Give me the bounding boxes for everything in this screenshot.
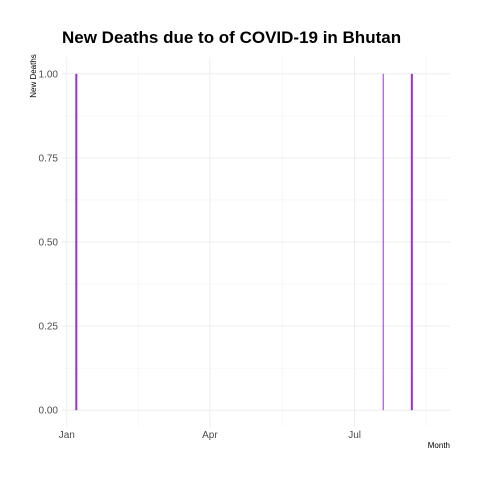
bars [75, 73, 413, 411]
bar [410, 73, 413, 411]
y-tick-label: 1.00 [39, 69, 59, 80]
x-axis-ticks: Jan Apr Jul [59, 430, 361, 441]
y-axis-label: New Deaths [29, 54, 38, 98]
x-tick-label: Jul [348, 430, 361, 441]
y-tick-label: 0.75 [39, 153, 59, 164]
x-axis-label: Month [428, 441, 450, 450]
y-tick-label: 0.00 [39, 406, 59, 417]
y-tick-label: 0.25 [39, 322, 59, 333]
y-axis-ticks: 0.00 0.25 0.50 0.75 1.00 [39, 69, 59, 416]
x-tick-label: Jan [59, 430, 75, 441]
y-tick-label: 0.50 [39, 238, 59, 249]
chart-title: New Deaths due to of COVID-19 in Bhutan [62, 28, 401, 47]
bar [75, 73, 78, 411]
grid [62, 57, 450, 427]
bar [382, 73, 384, 411]
x-tick-label: Apr [202, 430, 218, 441]
